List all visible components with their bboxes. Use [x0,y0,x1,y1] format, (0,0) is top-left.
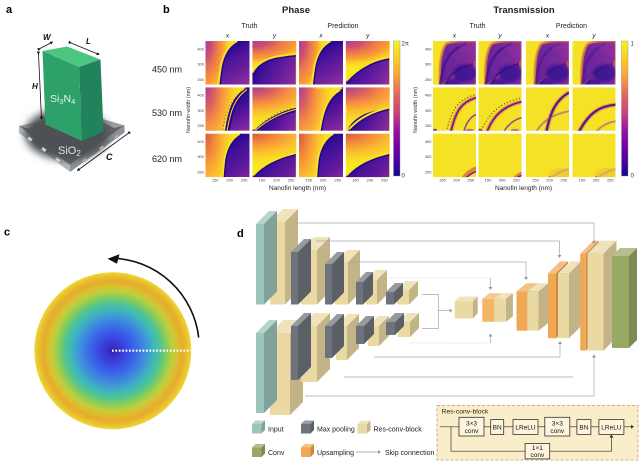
svg-text:250: 250 [607,178,614,183]
svg-text:conv: conv [531,452,545,459]
svg-text:Prediction: Prediction [327,23,358,30]
svg-text:200: 200 [226,178,233,183]
svg-text:300: 300 [425,154,432,159]
svg-text:Nanofin width (nm): Nanofin width (nm) [186,87,192,133]
svg-text:620 nm: 620 nm [152,154,182,164]
svg-text:Prediction: Prediction [556,23,587,30]
svg-text:x: x [545,33,550,40]
svg-text:W: W [43,33,52,42]
svg-text:300: 300 [197,154,204,159]
svg-text:250: 250 [381,178,388,183]
svg-text:y: y [591,33,596,40]
svg-text:y: y [497,33,502,40]
svg-text:Res-conv-block: Res-conv-block [442,409,489,416]
svg-text:150: 150 [579,178,586,183]
svg-text:300: 300 [197,62,204,67]
svg-text:Truth: Truth [241,23,257,30]
svg-text:Transmission: Transmission [493,5,554,16]
svg-text:150: 150 [532,178,539,183]
svg-text:450 nm: 450 nm [152,65,182,75]
svg-text:300: 300 [197,108,204,113]
svg-text:400: 400 [197,139,204,144]
svg-text:250: 250 [560,178,567,183]
svg-text:Nanofin width (nm): Nanofin width (nm) [413,87,419,133]
svg-text:3×3: 3×3 [552,420,563,427]
svg-text:C: C [106,152,113,162]
svg-text:LReLU: LReLU [601,425,622,432]
svg-text:250: 250 [197,77,204,82]
svg-text:Res-conv-block: Res-conv-block [374,427,423,434]
svg-text:Truth: Truth [469,23,485,30]
svg-text:3×3: 3×3 [466,420,477,427]
svg-text:Nanofin length (nm): Nanofin length (nm) [495,185,552,192]
svg-text:Skip connection: Skip connection [385,450,435,457]
svg-text:Si3N4: Si3N4 [50,93,75,106]
svg-text:400: 400 [425,93,432,98]
svg-text:300: 300 [425,62,432,67]
svg-text:x: x [318,33,323,40]
svg-text:conv: conv [465,428,479,435]
svg-text:150: 150 [485,178,492,183]
svg-text:200: 200 [499,178,506,183]
svg-text:c: c [4,227,10,239]
svg-text:0: 0 [402,174,406,180]
svg-text:150: 150 [212,178,219,183]
svg-text:400: 400 [425,46,432,51]
svg-text:250: 250 [241,178,248,183]
svg-text:250: 250 [425,77,432,82]
svg-text:Phase: Phase [282,5,310,16]
svg-text:1×1: 1×1 [532,445,543,452]
svg-text:y: y [365,33,370,40]
svg-text:x: x [225,33,230,40]
svg-text:200: 200 [593,178,600,183]
svg-text:400: 400 [197,46,204,51]
svg-text:y: y [272,33,277,40]
svg-text:250: 250 [467,178,474,183]
svg-text:b: b [163,4,170,16]
svg-text:250: 250 [288,178,295,183]
svg-text:a: a [6,4,13,16]
svg-text:Input: Input [268,427,284,434]
svg-text:BN: BN [579,425,588,432]
svg-text:300: 300 [425,108,432,113]
svg-text:H: H [32,82,38,91]
svg-text:150: 150 [305,178,312,183]
svg-text:250: 250 [197,123,204,128]
svg-text:250: 250 [425,169,432,174]
svg-text:x: x [452,33,457,40]
svg-text:150: 150 [259,178,266,183]
svg-text:250: 250 [425,123,432,128]
svg-text:400: 400 [197,93,204,98]
svg-text:200: 200 [367,178,374,183]
svg-text:250: 250 [513,178,520,183]
svg-text:LReLU: LReLU [515,425,536,432]
svg-text:2π: 2π [402,42,409,48]
svg-text:250: 250 [334,178,341,183]
svg-text:200: 200 [273,178,280,183]
svg-text:200: 200 [320,178,327,183]
svg-text:200: 200 [546,178,553,183]
svg-text:L: L [86,37,91,46]
svg-text:d: d [237,228,244,240]
svg-text:250: 250 [197,169,204,174]
svg-text:Upsampling: Upsampling [317,450,354,457]
svg-text:Conv: Conv [268,450,285,457]
svg-text:200: 200 [453,178,460,183]
svg-text:0: 0 [631,174,635,180]
svg-text:Max pooling: Max pooling [317,427,355,434]
svg-text:conv: conv [550,428,564,435]
svg-text:Nanofin length (nm): Nanofin length (nm) [269,185,326,192]
svg-text:150: 150 [439,178,446,183]
svg-text:530 nm: 530 nm [152,108,182,118]
svg-text:1: 1 [631,42,635,48]
svg-text:150: 150 [352,178,359,183]
svg-text:BN: BN [493,425,502,432]
svg-text:400: 400 [425,139,432,144]
